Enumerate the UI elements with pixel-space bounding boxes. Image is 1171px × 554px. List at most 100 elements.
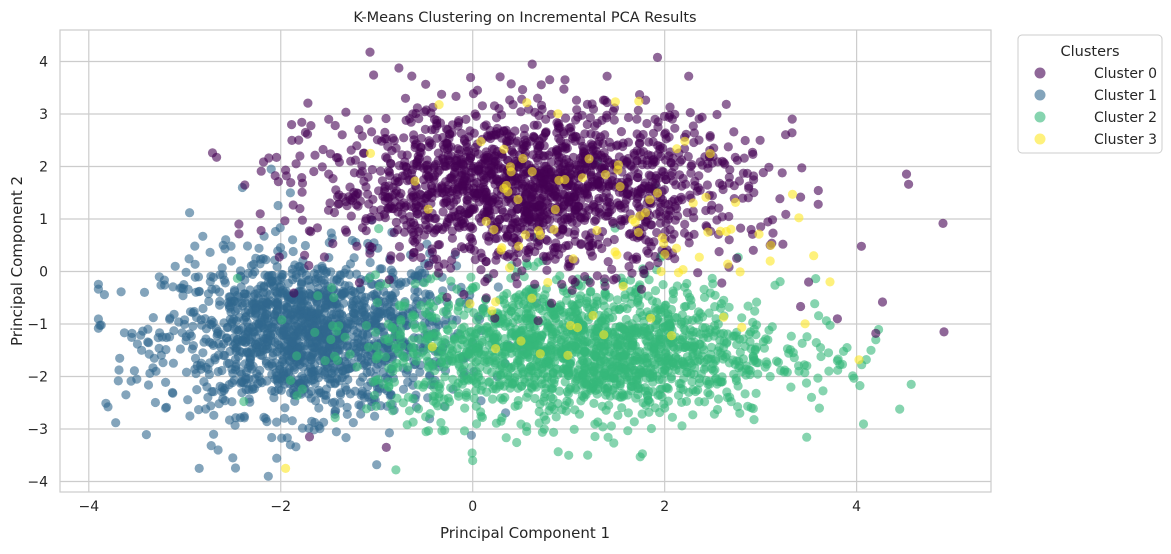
data-point — [714, 394, 723, 403]
data-point — [647, 424, 656, 433]
data-point — [512, 438, 521, 447]
data-point — [276, 243, 285, 252]
data-point — [687, 160, 696, 169]
data-point — [471, 347, 480, 356]
data-point — [238, 301, 247, 310]
data-point — [516, 107, 525, 116]
data-point — [895, 405, 904, 414]
data-point — [552, 128, 561, 137]
data-point — [202, 324, 211, 333]
data-point — [624, 113, 633, 122]
data-point — [513, 258, 522, 267]
data-point — [396, 200, 405, 209]
data-point — [298, 385, 307, 394]
data-point — [731, 153, 740, 162]
data-point — [478, 101, 487, 110]
data-point — [236, 379, 245, 388]
data-point — [593, 300, 602, 309]
data-point — [391, 344, 400, 353]
data-point — [722, 100, 731, 109]
data-point — [391, 465, 400, 474]
data-point — [651, 174, 660, 183]
data-point — [653, 188, 662, 197]
data-point — [318, 162, 327, 171]
data-point — [644, 184, 653, 193]
data-point — [388, 323, 397, 332]
data-point — [346, 259, 355, 268]
data-point — [707, 343, 716, 352]
data-point — [431, 399, 440, 408]
data-point — [288, 275, 297, 284]
data-point — [198, 304, 207, 313]
data-point — [158, 358, 167, 367]
data-point — [297, 118, 306, 127]
data-point — [410, 203, 419, 212]
data-point — [582, 211, 591, 220]
data-point — [177, 283, 186, 292]
data-point — [491, 297, 500, 306]
data-point — [428, 342, 437, 351]
data-point — [460, 244, 469, 253]
data-point — [664, 215, 673, 224]
data-point — [652, 210, 661, 219]
data-point — [252, 303, 261, 312]
data-point — [437, 90, 446, 99]
data-point — [287, 120, 296, 129]
data-point — [417, 269, 426, 278]
data-point — [545, 75, 554, 84]
data-point — [816, 352, 825, 361]
data-point — [407, 312, 416, 321]
data-point — [384, 194, 393, 203]
data-point — [253, 289, 262, 298]
data-point — [420, 107, 429, 116]
data-point — [559, 85, 568, 94]
data-point — [573, 306, 582, 315]
data-point — [448, 234, 457, 243]
data-point — [575, 410, 584, 419]
data-point — [690, 343, 699, 352]
data-point — [732, 340, 741, 349]
data-point — [674, 196, 683, 205]
data-point — [214, 327, 223, 336]
data-point — [602, 406, 611, 415]
data-point — [191, 273, 200, 282]
data-point — [174, 317, 183, 326]
data-point — [580, 129, 589, 138]
data-point — [160, 280, 169, 289]
data-point — [276, 287, 285, 296]
data-point — [550, 192, 559, 201]
data-point — [591, 324, 600, 333]
data-point — [414, 404, 423, 413]
data-point — [689, 121, 698, 130]
data-point — [415, 335, 424, 344]
data-point — [297, 268, 306, 277]
data-point — [410, 238, 419, 247]
data-point — [756, 136, 765, 145]
data-point — [362, 404, 371, 413]
data-point — [198, 348, 207, 357]
data-point — [372, 460, 381, 469]
data-point — [197, 365, 206, 374]
data-point — [648, 358, 657, 367]
data-point — [332, 310, 341, 319]
data-point — [185, 208, 194, 217]
data-point — [526, 353, 535, 362]
data-point — [680, 302, 689, 311]
data-point — [789, 348, 798, 357]
data-point — [191, 260, 200, 269]
data-point — [613, 362, 622, 371]
data-point — [659, 239, 668, 248]
data-point — [370, 391, 379, 400]
data-point — [694, 397, 703, 406]
data-point — [645, 237, 654, 246]
data-point — [542, 252, 551, 261]
data-point — [443, 309, 452, 318]
data-point — [399, 161, 408, 170]
data-point — [192, 313, 201, 322]
data-point — [219, 339, 228, 348]
data-point — [744, 302, 753, 311]
data-point — [257, 378, 266, 387]
data-point — [654, 391, 663, 400]
data-point — [198, 232, 207, 241]
data-point — [524, 209, 533, 218]
